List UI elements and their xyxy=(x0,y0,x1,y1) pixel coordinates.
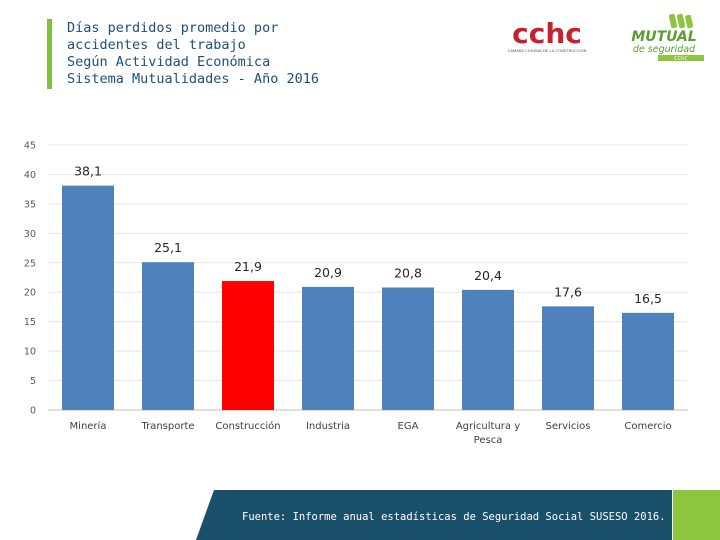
y-tick-label: 25 xyxy=(24,258,36,269)
x-tick-label: Construcción xyxy=(215,420,280,432)
title-line-4: Sistema Mutualidades - Año 2016 xyxy=(67,71,319,87)
bar xyxy=(542,306,594,410)
y-tick-label: 40 xyxy=(24,170,36,181)
bar xyxy=(62,185,114,410)
data-label: 20,8 xyxy=(394,266,422,281)
bar xyxy=(462,289,514,410)
x-tick-label: EGA xyxy=(398,421,419,432)
y-tick-label: 30 xyxy=(24,229,36,240)
data-label: 20,9 xyxy=(314,265,342,280)
data-label: 21,9 xyxy=(234,259,262,274)
mutual-logo-subtext: de seguridad xyxy=(633,44,696,55)
data-label: 25,1 xyxy=(154,240,182,255)
x-tick-label: Servicios xyxy=(546,421,591,432)
mutual-logo-tag: CChC xyxy=(674,56,688,62)
title-line-3: Según Actividad Económica xyxy=(67,54,271,70)
footer-bar xyxy=(196,490,672,540)
x-tick-label: Agricultura y xyxy=(456,421,520,432)
title-line-1: Días perdidos promedio por xyxy=(67,20,279,36)
y-tick-label: 20 xyxy=(24,288,36,299)
title-line-2: accidentes del trabajo xyxy=(67,37,246,53)
x-tick-label: Pesca xyxy=(474,435,503,446)
x-tick-label: Comercio xyxy=(624,421,671,432)
x-tick-label: Transporte xyxy=(140,421,194,432)
bar-chart: 0 5 10 15 20 25 30 35 40 45 38,1 Minería 25,1 Transpo… xyxy=(24,141,688,446)
bar xyxy=(622,312,674,410)
cchc-logo: cchc CAMARA CHILENA DE LA CONSTRUCCION xyxy=(508,18,587,53)
footer-accent xyxy=(673,490,720,540)
cchc-logo-text: cchc xyxy=(512,18,582,50)
y-tick-label: 35 xyxy=(24,199,36,210)
x-tick-label: Industria xyxy=(306,421,350,432)
bar xyxy=(142,262,194,410)
data-label: 16,5 xyxy=(634,291,662,306)
chart-title: Días perdidos promedio por accidentes de… xyxy=(67,20,447,88)
bar xyxy=(222,281,274,410)
y-tick-label: 0 xyxy=(30,406,36,417)
y-tick-label: 15 xyxy=(24,317,36,328)
x-tick-label: Minería xyxy=(70,420,107,432)
y-tick-label: 45 xyxy=(24,141,36,152)
data-label: 38,1 xyxy=(74,164,102,179)
y-tick-label: 10 xyxy=(24,347,36,358)
data-label: 20,4 xyxy=(474,268,502,283)
bar xyxy=(302,286,354,410)
mutual-logo: MUTUAL de seguridad CChC xyxy=(631,13,704,62)
mutual-logo-text: MUTUAL xyxy=(631,29,696,45)
bar xyxy=(382,287,434,410)
y-tick-label: 5 xyxy=(30,376,36,387)
title-accent-bar xyxy=(47,19,52,89)
data-label: 17,6 xyxy=(554,284,582,299)
cchc-logo-subtext: CAMARA CHILENA DE LA CONSTRUCCION xyxy=(508,48,587,53)
source-note: Fuente: Informe anual estadísticas de Se… xyxy=(242,511,666,523)
